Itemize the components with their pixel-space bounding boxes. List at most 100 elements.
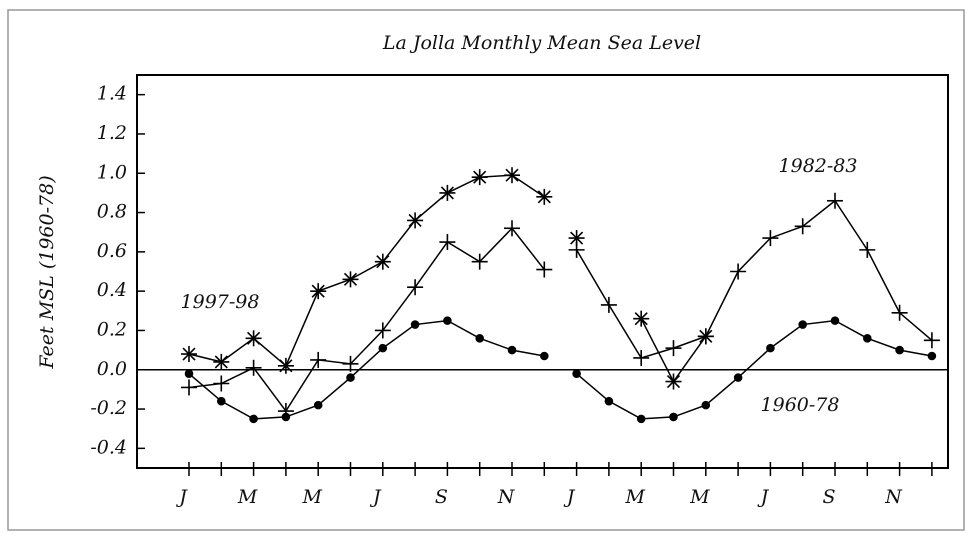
dot — [475, 334, 485, 343]
point — [536, 188, 553, 205]
dot — [862, 334, 872, 343]
y-tick-label: -0.2 — [90, 397, 127, 419]
point — [927, 351, 937, 361]
point — [342, 355, 359, 372]
y-tick-label: 1.2 — [97, 122, 127, 144]
dot — [766, 343, 775, 353]
dot — [507, 345, 517, 355]
point — [730, 263, 747, 280]
point — [310, 351, 327, 368]
x-tick-label: N — [497, 486, 516, 508]
dot — [378, 343, 388, 353]
point — [794, 218, 811, 235]
dot — [895, 345, 904, 355]
dot — [798, 320, 808, 329]
dot — [313, 400, 323, 410]
point — [507, 345, 517, 355]
point — [310, 283, 327, 300]
stroke — [408, 213, 422, 227]
point — [504, 167, 520, 184]
point — [281, 412, 291, 422]
x-tick-label: S — [822, 486, 835, 508]
dot — [281, 412, 291, 422]
series-line — [188, 319, 545, 420]
point — [766, 343, 775, 353]
stroke — [343, 272, 358, 286]
y-axis-label: Feet MSL (1960-78) — [36, 175, 58, 369]
point — [665, 373, 682, 390]
x-tick-label: M — [624, 486, 645, 508]
stroke — [473, 170, 487, 184]
series-line — [188, 227, 545, 413]
y-tick-label: 1.0 — [97, 161, 127, 183]
point — [669, 412, 678, 422]
stroke — [634, 312, 648, 326]
y-tick-label: -0.4 — [90, 436, 127, 458]
y-tick-label: 0.2 — [97, 318, 127, 340]
point — [407, 212, 424, 229]
point — [245, 359, 262, 376]
x-tick-label: M — [237, 486, 258, 508]
point — [439, 184, 456, 201]
y-tick-label: 0.0 — [97, 358, 127, 380]
point — [859, 241, 876, 258]
dot — [669, 412, 678, 422]
dot — [830, 316, 840, 325]
point — [733, 373, 743, 382]
point — [862, 334, 872, 343]
point — [217, 396, 226, 406]
point — [798, 320, 808, 329]
point — [568, 241, 585, 258]
y-tick-label: 0.6 — [97, 240, 127, 262]
y-tick-label: 1.4 — [97, 83, 127, 105]
point — [245, 330, 262, 347]
x-tick-label: M — [301, 486, 322, 508]
stroke — [666, 374, 681, 389]
dot — [572, 369, 581, 378]
stroke — [311, 284, 325, 298]
point — [923, 332, 940, 349]
point — [471, 253, 488, 270]
series-line — [576, 319, 933, 420]
point — [633, 349, 650, 366]
x-tick-label: S — [435, 486, 448, 508]
point — [762, 230, 779, 247]
point — [539, 351, 549, 361]
dot — [184, 369, 194, 378]
dot — [604, 396, 614, 406]
point — [374, 253, 391, 270]
series-label: 1960-78 — [761, 394, 840, 416]
point — [378, 343, 388, 353]
dot — [217, 396, 226, 406]
point — [701, 400, 711, 410]
series-label: 1982-83 — [779, 155, 858, 177]
dot — [346, 373, 355, 382]
stroke — [440, 186, 454, 200]
point — [181, 346, 197, 363]
dot — [539, 351, 549, 361]
point — [184, 369, 194, 378]
point — [471, 169, 488, 186]
x-tick-label: J — [563, 486, 576, 508]
point — [213, 375, 230, 392]
point — [374, 322, 391, 339]
chart-title: La Jolla Monthly Mean Sea Level — [382, 32, 701, 54]
dot — [410, 320, 420, 329]
dot — [249, 414, 258, 424]
point — [410, 320, 420, 329]
point — [277, 357, 294, 374]
point — [830, 316, 840, 325]
point — [504, 220, 520, 237]
point — [181, 379, 197, 396]
point — [572, 369, 581, 378]
point — [665, 340, 682, 357]
dot — [701, 400, 711, 410]
dot — [733, 373, 743, 382]
stroke — [182, 347, 196, 361]
dot — [636, 414, 646, 424]
x-tick-label: J — [369, 486, 382, 508]
point — [475, 334, 485, 343]
point — [600, 296, 617, 313]
series-line — [188, 174, 545, 368]
